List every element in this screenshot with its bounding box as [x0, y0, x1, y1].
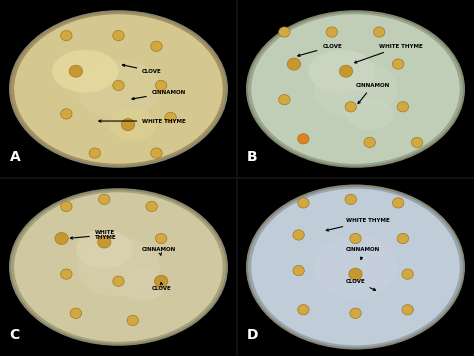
Ellipse shape [314, 236, 397, 298]
Ellipse shape [350, 308, 361, 318]
Text: WHITE
THYME: WHITE THYME [70, 230, 117, 240]
Ellipse shape [392, 59, 404, 69]
Ellipse shape [146, 201, 157, 211]
Text: A: A [9, 150, 20, 164]
Ellipse shape [151, 148, 162, 158]
Ellipse shape [89, 148, 100, 158]
Ellipse shape [113, 31, 124, 41]
Ellipse shape [397, 102, 409, 112]
Ellipse shape [374, 27, 385, 37]
Ellipse shape [155, 234, 167, 244]
Ellipse shape [14, 192, 223, 342]
Ellipse shape [121, 119, 135, 131]
Ellipse shape [10, 11, 227, 167]
Ellipse shape [155, 275, 168, 287]
Text: CINNAMON: CINNAMON [356, 83, 390, 104]
Text: CLOVE: CLOVE [346, 279, 375, 290]
Ellipse shape [308, 50, 374, 93]
Ellipse shape [61, 109, 72, 119]
Ellipse shape [298, 134, 309, 144]
Ellipse shape [10, 189, 227, 345]
Ellipse shape [98, 236, 111, 248]
Text: CLOVE: CLOVE [298, 44, 342, 56]
Ellipse shape [298, 305, 309, 315]
Ellipse shape [402, 269, 413, 279]
Text: C: C [9, 328, 20, 342]
Ellipse shape [298, 198, 309, 208]
Ellipse shape [345, 194, 356, 204]
Ellipse shape [165, 112, 176, 122]
Ellipse shape [402, 305, 413, 315]
Ellipse shape [113, 80, 124, 90]
Ellipse shape [293, 230, 304, 240]
Text: CINNAMON: CINNAMON [346, 247, 380, 260]
Ellipse shape [293, 266, 304, 276]
Text: WHITE THYME: WHITE THYME [355, 44, 423, 63]
Text: D: D [246, 328, 258, 342]
Text: CLOVE: CLOVE [122, 64, 162, 74]
Text: B: B [246, 150, 257, 164]
Text: CINNAMON: CINNAMON [142, 247, 176, 255]
Ellipse shape [77, 237, 160, 297]
Ellipse shape [14, 14, 223, 164]
Ellipse shape [279, 27, 290, 37]
Ellipse shape [118, 269, 166, 301]
Ellipse shape [109, 109, 156, 141]
Ellipse shape [113, 276, 124, 286]
Text: CINNAMON: CINNAMON [132, 90, 186, 100]
Ellipse shape [345, 102, 356, 112]
Ellipse shape [52, 50, 118, 93]
Ellipse shape [350, 234, 361, 244]
Ellipse shape [61, 31, 72, 41]
Ellipse shape [127, 315, 138, 325]
Ellipse shape [397, 234, 409, 244]
Ellipse shape [349, 268, 362, 280]
Ellipse shape [279, 95, 290, 105]
Ellipse shape [247, 11, 464, 167]
Ellipse shape [314, 59, 397, 119]
Ellipse shape [247, 185, 464, 349]
Ellipse shape [339, 65, 353, 77]
Text: CLOVE: CLOVE [152, 282, 172, 291]
Ellipse shape [77, 59, 160, 119]
Ellipse shape [155, 80, 167, 90]
Ellipse shape [151, 41, 162, 51]
Ellipse shape [55, 232, 68, 245]
Ellipse shape [411, 137, 423, 147]
Ellipse shape [251, 189, 460, 345]
Ellipse shape [251, 14, 460, 164]
Ellipse shape [392, 198, 404, 208]
Ellipse shape [61, 201, 72, 211]
Ellipse shape [70, 308, 82, 318]
Ellipse shape [364, 137, 375, 147]
Ellipse shape [346, 98, 393, 130]
Ellipse shape [99, 194, 110, 204]
Ellipse shape [326, 27, 337, 37]
Ellipse shape [69, 65, 82, 77]
Ellipse shape [76, 230, 133, 269]
Ellipse shape [61, 269, 72, 279]
Text: WHITE THYME: WHITE THYME [99, 119, 186, 124]
Text: WHITE THYME: WHITE THYME [326, 218, 390, 231]
Ellipse shape [287, 58, 301, 70]
